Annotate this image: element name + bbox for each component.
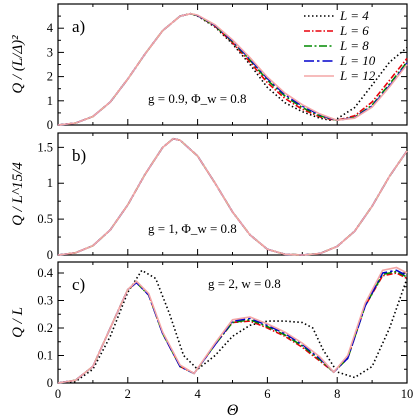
legend-label: L = 10 bbox=[339, 53, 376, 68]
x-tick-label: 0 bbox=[55, 387, 61, 401]
legend-label: L = 12 bbox=[339, 68, 376, 83]
y-axis-label: Q / (L/Δ)² bbox=[10, 35, 26, 94]
legend-label: L = 6 bbox=[339, 23, 369, 38]
y-tick-label: 0 bbox=[47, 118, 53, 132]
legend: L = 4L = 6L = 8L = 10L = 12 bbox=[304, 8, 376, 83]
series-line bbox=[57, 137, 408, 256]
y-axis-label: Q / L bbox=[10, 307, 26, 338]
parameter-annotation: g = 0.9, Φ_w = 0.8 bbox=[148, 91, 247, 106]
plot-frame bbox=[57, 132, 408, 256]
y-tick-label: 0 bbox=[47, 248, 53, 262]
panel-label: c) bbox=[72, 275, 85, 294]
parameter-annotation: g = 1, Φ_w = 0.8 bbox=[148, 221, 237, 236]
y-tick-label: 3 bbox=[47, 45, 53, 59]
panel-label: a) bbox=[72, 17, 85, 36]
parameter-annotation: g = 2, w = 0.8 bbox=[208, 276, 281, 291]
series-line bbox=[57, 266, 408, 384]
series-line bbox=[57, 269, 408, 384]
y-tick-label: 0.2 bbox=[37, 321, 53, 335]
x-tick-label: 2 bbox=[125, 387, 131, 401]
y-tick-label: 0.3 bbox=[37, 294, 53, 308]
legend-label: L = 4 bbox=[339, 8, 369, 23]
y-tick-label: 0.5 bbox=[37, 212, 53, 226]
x-tick-label: 10 bbox=[401, 387, 414, 401]
y-tick-label: 4 bbox=[47, 21, 54, 35]
series-line bbox=[57, 137, 408, 256]
series-line bbox=[57, 137, 408, 256]
x-axis-label: Θ bbox=[227, 402, 239, 419]
x-tick-label: 8 bbox=[334, 387, 340, 401]
panel-3: 0 2 4 6 8 10 Θ 0 0.1 0.2 0.3 0.4 Q / L c) g = 2, w = 0… bbox=[10, 261, 414, 419]
y-tick-label: 2 bbox=[47, 70, 53, 84]
x-tick-label: 4 bbox=[194, 387, 201, 401]
series-line bbox=[57, 12, 408, 126]
series-line bbox=[57, 137, 408, 256]
y-tick-label: 1 bbox=[47, 176, 53, 190]
y-tick-label: 1.5 bbox=[37, 140, 53, 154]
series-line bbox=[57, 269, 408, 384]
y-tick-label: 0.1 bbox=[37, 349, 53, 363]
panel-2: 0 0.5 1 1.5 Q / L^15/4 b) g = 1, Φ_w = 0.8 bbox=[10, 132, 408, 262]
y-axis-label: Q / L^15/4 bbox=[10, 162, 26, 226]
y-tick-label: 0 bbox=[47, 376, 53, 390]
x-tick-label: 6 bbox=[264, 387, 270, 401]
panel-1: 0 1 2 3 4 Q / (L/Δ)² a) g = 0.9, Φ_w = 0.8 L = 4… bbox=[10, 3, 408, 132]
panel-label: b) bbox=[72, 146, 86, 165]
series-line bbox=[57, 137, 408, 256]
series-line bbox=[57, 12, 408, 126]
y-tick-label: 1 bbox=[47, 94, 53, 108]
legend-label: L = 8 bbox=[339, 38, 369, 53]
y-tick-label: 0.4 bbox=[37, 266, 53, 280]
